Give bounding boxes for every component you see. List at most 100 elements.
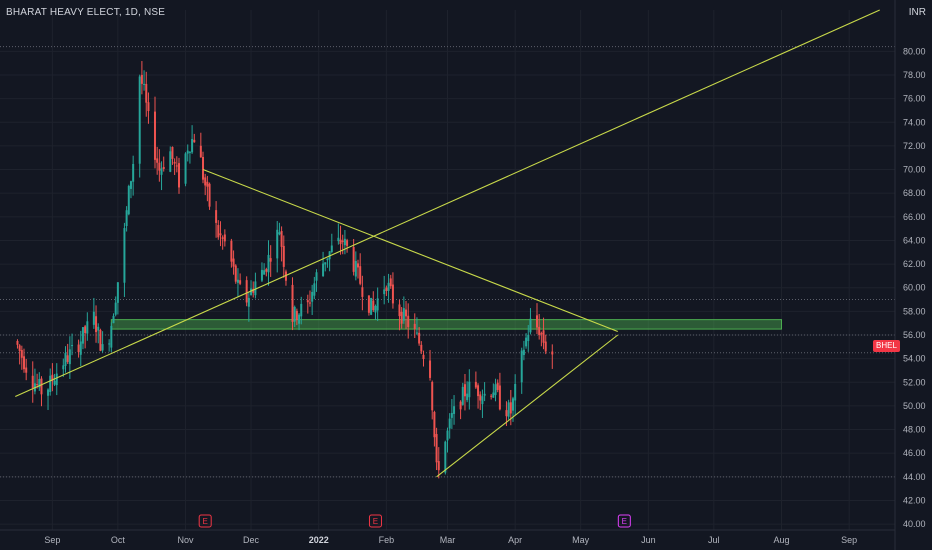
y-tick-label: 72.00	[903, 141, 926, 151]
candle-body	[86, 321, 89, 334]
candle-body	[542, 330, 545, 343]
candle-body	[184, 153, 187, 184]
candle-body	[230, 240, 233, 262]
candle-body	[308, 302, 311, 304]
candle-body	[490, 395, 493, 397]
candle-body	[260, 269, 263, 281]
candle-body	[444, 441, 447, 473]
candle-body	[326, 258, 329, 261]
candle-body	[522, 349, 525, 356]
candle-body	[492, 392, 495, 398]
y-tick-label: 56.00	[903, 330, 926, 340]
candle-body	[374, 305, 377, 313]
x-tick-label: Oct	[111, 535, 126, 545]
y-tick-label: 66.00	[903, 212, 926, 222]
candle-body	[293, 306, 296, 322]
x-tick-label: Apr	[508, 535, 522, 545]
earnings-event-label: E	[622, 517, 627, 526]
candle-body	[435, 434, 438, 463]
earnings-event-icon	[368, 514, 382, 528]
candle-body	[62, 365, 65, 370]
y-tick-label: 44.00	[903, 472, 926, 482]
candle-body	[79, 341, 82, 355]
candle-body	[354, 260, 357, 277]
candle-body	[143, 83, 146, 85]
candle-body	[36, 384, 39, 386]
candle-body	[77, 344, 80, 353]
candle-body	[370, 297, 373, 315]
candle-body	[405, 309, 408, 317]
candle-body	[116, 282, 119, 303]
x-tick-label: Sep	[841, 535, 857, 545]
candle-body	[81, 327, 84, 344]
candle-body	[385, 287, 388, 291]
candle-body	[429, 360, 432, 378]
x-tick-label: Aug	[773, 535, 789, 545]
y-tick-label: 46.00	[903, 448, 926, 458]
candle-body	[223, 234, 226, 242]
candle-body	[418, 332, 421, 344]
y-tick-label: 80.00	[903, 46, 926, 56]
y-tick-label: 68.00	[903, 188, 926, 198]
candle-body	[31, 375, 34, 388]
candle-body	[461, 386, 464, 405]
candle-body	[387, 282, 390, 291]
candle-body	[276, 229, 279, 259]
rising-trendline	[15, 9, 880, 397]
candle-body	[514, 383, 517, 401]
candle-body	[158, 162, 161, 171]
y-tick-label: 42.00	[903, 495, 926, 505]
candle-body	[191, 138, 194, 153]
candle-body	[95, 316, 98, 333]
candle-body	[110, 325, 113, 348]
candle-body	[481, 396, 484, 405]
candle-body	[483, 393, 486, 396]
earnings-event-icon	[198, 514, 212, 528]
candle-body	[221, 237, 224, 239]
candle-body	[193, 139, 196, 143]
candle-body	[361, 287, 364, 297]
earnings-event-label: E	[373, 517, 378, 526]
candle-body	[156, 158, 159, 163]
candle-body	[459, 401, 462, 410]
candle-body	[64, 353, 67, 366]
candle-body	[448, 418, 451, 429]
candle-body	[505, 410, 508, 417]
candle-body	[376, 298, 379, 311]
x-tick-label: Feb	[379, 535, 395, 545]
x-tick-label: Jul	[708, 535, 720, 545]
candle-body	[236, 279, 239, 283]
trendlines	[15, 9, 880, 478]
candle-body	[352, 246, 355, 272]
candle-body	[383, 289, 386, 295]
candle-body	[125, 210, 128, 227]
y-tick-label: 74.00	[903, 117, 926, 127]
candle-body	[263, 270, 266, 275]
candle-body	[538, 326, 541, 336]
candle-body	[112, 315, 115, 324]
candle-body	[20, 350, 23, 358]
candle-body	[433, 411, 436, 438]
candle-body	[99, 329, 102, 351]
candle-body	[208, 183, 211, 207]
candle-body	[367, 295, 370, 313]
candle-body	[175, 165, 178, 167]
currency-label: INR	[908, 7, 926, 18]
candle-body	[507, 402, 510, 417]
candle-body	[269, 258, 272, 262]
candle-body	[477, 385, 480, 397]
candle-body	[398, 304, 401, 317]
candle-body	[544, 341, 547, 352]
candle-body	[341, 240, 344, 243]
candle-body	[298, 314, 301, 324]
candle-body	[84, 326, 87, 334]
candle-body	[536, 315, 538, 328]
candle-body	[389, 278, 392, 287]
candle-body	[254, 281, 257, 296]
candle-body	[25, 367, 28, 373]
candle-body	[49, 375, 52, 393]
candle-body	[520, 350, 523, 383]
